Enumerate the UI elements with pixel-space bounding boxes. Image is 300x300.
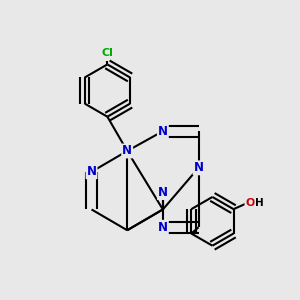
Text: H: H — [255, 198, 264, 208]
Text: O: O — [245, 198, 255, 208]
Text: N: N — [194, 161, 203, 174]
Text: N: N — [158, 186, 168, 199]
Text: Cl: Cl — [101, 48, 113, 58]
Text: N: N — [158, 125, 168, 138]
Text: N: N — [86, 165, 97, 178]
Text: N: N — [158, 221, 168, 234]
Text: N: N — [122, 145, 132, 158]
